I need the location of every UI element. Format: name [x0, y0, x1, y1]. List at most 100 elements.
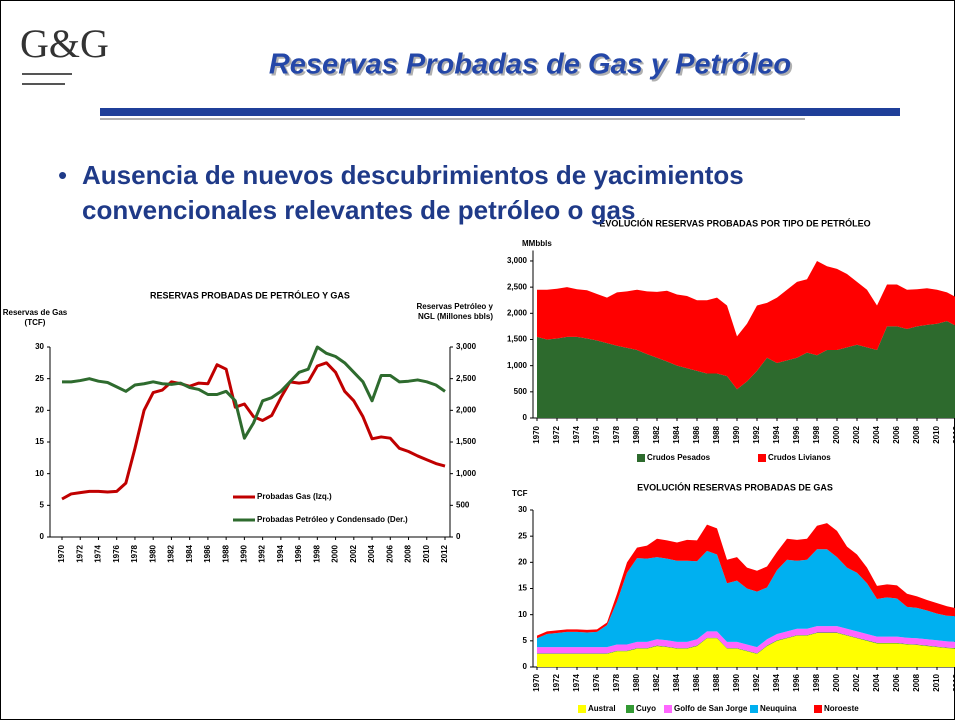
x-tick-label: 1986	[203, 544, 212, 562]
x-tick-label: 1994	[772, 673, 781, 691]
y-tick-label: 30	[518, 505, 527, 514]
title-bar-shadow	[100, 118, 805, 120]
y-tick-label: 2,500	[507, 282, 528, 291]
line-series	[61, 361, 446, 501]
y-tick-label: 0	[523, 413, 528, 422]
y2-tick-label: 1,000	[456, 469, 477, 478]
x-tick-label: 1978	[612, 425, 621, 443]
x-tick-label: 2006	[892, 673, 901, 691]
x-tick-label: 2008	[404, 544, 413, 562]
bullet-dot: •	[58, 160, 68, 190]
y-axis-label: MMbbls	[522, 239, 552, 248]
x-tick-label: 2010	[932, 425, 941, 443]
y-axis-label: TCF	[512, 489, 528, 498]
x-tick-label: 1974	[572, 425, 581, 443]
x-tick-label: 1970	[57, 544, 66, 562]
y-tick-label: 5	[40, 500, 45, 509]
y-tick-label: 10	[35, 469, 44, 478]
x-tick-label: 1996	[792, 425, 801, 443]
chart-title: RESERVAS PROBADAS DE PETRÓLEO Y GAS	[150, 289, 350, 300]
x-tick-label: 1994	[772, 425, 781, 443]
x-tick-label: 1988	[221, 544, 230, 562]
x-tick-label: 1976	[592, 673, 601, 691]
x-tick-label: 1980	[148, 544, 157, 562]
x-tick-label: 1984	[672, 425, 681, 443]
legend-label: Probadas Petróleo y Condensado (Der.)	[257, 515, 408, 524]
y-tick-label: 1,500	[507, 335, 528, 344]
legend-swatch	[626, 705, 634, 713]
x-tick-label: 1982	[652, 673, 661, 691]
legend-swatch	[637, 454, 645, 462]
title-bar	[100, 108, 900, 116]
x-tick-label: 2000	[331, 544, 340, 562]
x-tick-label: 1982	[167, 544, 176, 562]
line-series	[62, 345, 446, 440]
y-tick-label: 25	[518, 531, 527, 540]
area-series	[537, 523, 955, 639]
x-tick-label: 1996	[294, 544, 303, 562]
legend-label: Crudos Livianos	[768, 453, 831, 462]
logo: G&G	[20, 21, 109, 66]
chart-title: EVOLUCIÓN RESERVAS PROBADAS POR TIPO DE …	[599, 217, 870, 228]
x-tick-label: 1988	[712, 425, 721, 443]
y2-tick-label: 2,000	[456, 405, 477, 414]
x-tick-label: 1974	[572, 673, 581, 691]
x-tick-label: 1998	[812, 673, 821, 691]
x-tick-label: 1986	[692, 673, 701, 691]
x-tick-label: 1998	[312, 544, 321, 562]
x-tick-label: 2012	[952, 425, 955, 443]
x-tick-label: 2004	[872, 425, 881, 443]
x-tick-label: 2008	[912, 425, 921, 443]
y-tick-label: 20	[518, 557, 527, 566]
y2-axis-label: Reservas Petróleo y NGL (Millones bbls)	[416, 302, 494, 321]
legend-label: Crudos Pesados	[647, 453, 711, 462]
x-tick-label: 1998	[812, 425, 821, 443]
x-tick-label: 2004	[367, 544, 376, 562]
x-tick-label: 1984	[672, 673, 681, 691]
y-tick-label: 15	[518, 584, 527, 593]
area-series	[537, 549, 955, 648]
y-tick-label: 0	[40, 532, 45, 541]
x-tick-label: 1980	[632, 425, 641, 443]
y2-tick-label: 0	[456, 532, 461, 541]
x-tick-label: 2002	[852, 425, 861, 443]
legend-swatch	[578, 705, 586, 713]
x-tick-label: 1994	[276, 544, 285, 562]
y-tick-label: 5	[523, 636, 528, 645]
y-tick-label: 1,000	[507, 361, 528, 370]
x-tick-label: 1978	[612, 673, 621, 691]
x-tick-label: 1992	[258, 544, 267, 562]
x-tick-label: 1992	[752, 425, 761, 443]
legend-swatch	[814, 705, 822, 713]
x-tick-label: 1970	[532, 673, 541, 691]
logo-subtext	[22, 73, 72, 85]
x-tick-label: 2002	[349, 544, 358, 562]
x-tick-label: 1988	[712, 673, 721, 691]
x-tick-label: 1990	[732, 425, 741, 443]
x-tick-label: 1972	[75, 544, 84, 562]
y2-tick-label: 2,500	[456, 374, 477, 383]
x-tick-label: 1992	[752, 673, 761, 691]
legend-label: Austral	[588, 704, 616, 713]
y2-tick-label: 3,000	[456, 342, 477, 351]
x-tick-label: 1974	[94, 544, 103, 562]
x-tick-label: 2012	[952, 673, 955, 691]
x-tick-label: 2002	[852, 673, 861, 691]
x-tick-label: 2000	[832, 425, 841, 443]
legend-label: Noroeste	[824, 704, 859, 713]
y-tick-label: 2,000	[507, 308, 528, 317]
legend-swatch	[758, 454, 766, 462]
bullet-text: Ausencia de nuevos descubrimientos de ya…	[82, 160, 744, 225]
x-tick-label: 1980	[632, 673, 641, 691]
y-tick-label: 500	[514, 387, 528, 396]
x-tick-label: 1986	[692, 425, 701, 443]
x-tick-label: 1990	[732, 673, 741, 691]
area-series	[537, 260, 955, 390]
y2-tick-label: 500	[456, 500, 470, 509]
x-tick-label: 2010	[422, 544, 431, 562]
x-tick-label: 2008	[912, 673, 921, 691]
legend-swatch	[664, 705, 672, 713]
x-tick-label: 1978	[130, 544, 139, 562]
legend-label: Golfo de San Jorge	[674, 704, 748, 713]
